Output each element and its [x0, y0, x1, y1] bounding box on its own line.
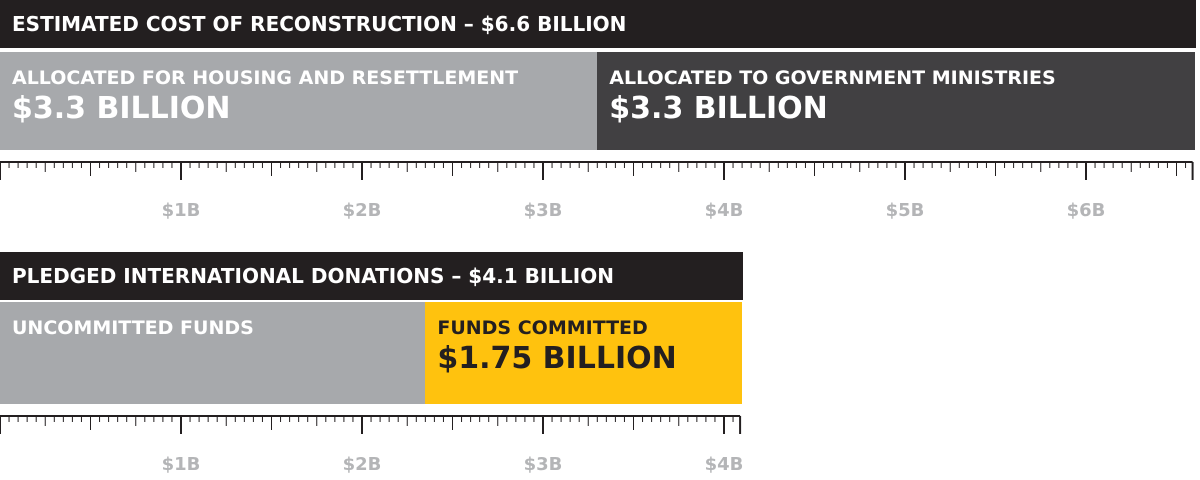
segment-value: $3.3 BILLION	[12, 91, 231, 126]
segment-label: FUNDS COMMITTED	[437, 317, 648, 339]
tick-label: $3B	[524, 454, 563, 475]
segment-value: $3.3 BILLION	[609, 91, 828, 126]
tick-label: $4B	[705, 454, 744, 475]
chart1-title: ESTIMATED COST OF RECONSTRUCTION – $6.6 …	[0, 0, 1196, 48]
chart2-segment-committed: FUNDS COMMITTED $1.75 BILLION	[425, 302, 743, 404]
chart2-title: PLEDGED INTERNATIONAL DONATIONS – $4.1 B…	[0, 252, 743, 300]
chart2-axis: $1B $2B $3B $4B	[0, 415, 744, 475]
tick-label: $1B	[162, 200, 201, 221]
tick-label: $2B	[343, 200, 382, 221]
tick-label: $3B	[524, 200, 563, 221]
tick-label: $1B	[162, 454, 201, 475]
chart2-segment-uncommitted: UNCOMMITTED FUNDS	[0, 302, 426, 404]
segment-label: UNCOMMITTED FUNDS	[12, 317, 254, 339]
chart1-segment-ministries: ALLOCATED TO GOVERNMENT MINISTRIES $3.3 …	[597, 52, 1195, 150]
tick-label: $5B	[886, 200, 925, 221]
tick-label: $2B	[343, 454, 382, 475]
tick-label: $6B	[1067, 200, 1106, 221]
tick-label: $4B	[705, 200, 744, 221]
chart1-segment-housing: ALLOCATED FOR HOUSING AND RESETTLEMENT $…	[0, 52, 598, 150]
segment-label: ALLOCATED TO GOVERNMENT MINISTRIES	[609, 67, 1056, 89]
chart1-axis: $1B $2B $3B $4B $5B $6B	[0, 161, 1194, 221]
segment-value: $1.75 BILLION	[437, 341, 677, 376]
segment-label: ALLOCATED FOR HOUSING AND RESETTLEMENT	[12, 67, 519, 89]
